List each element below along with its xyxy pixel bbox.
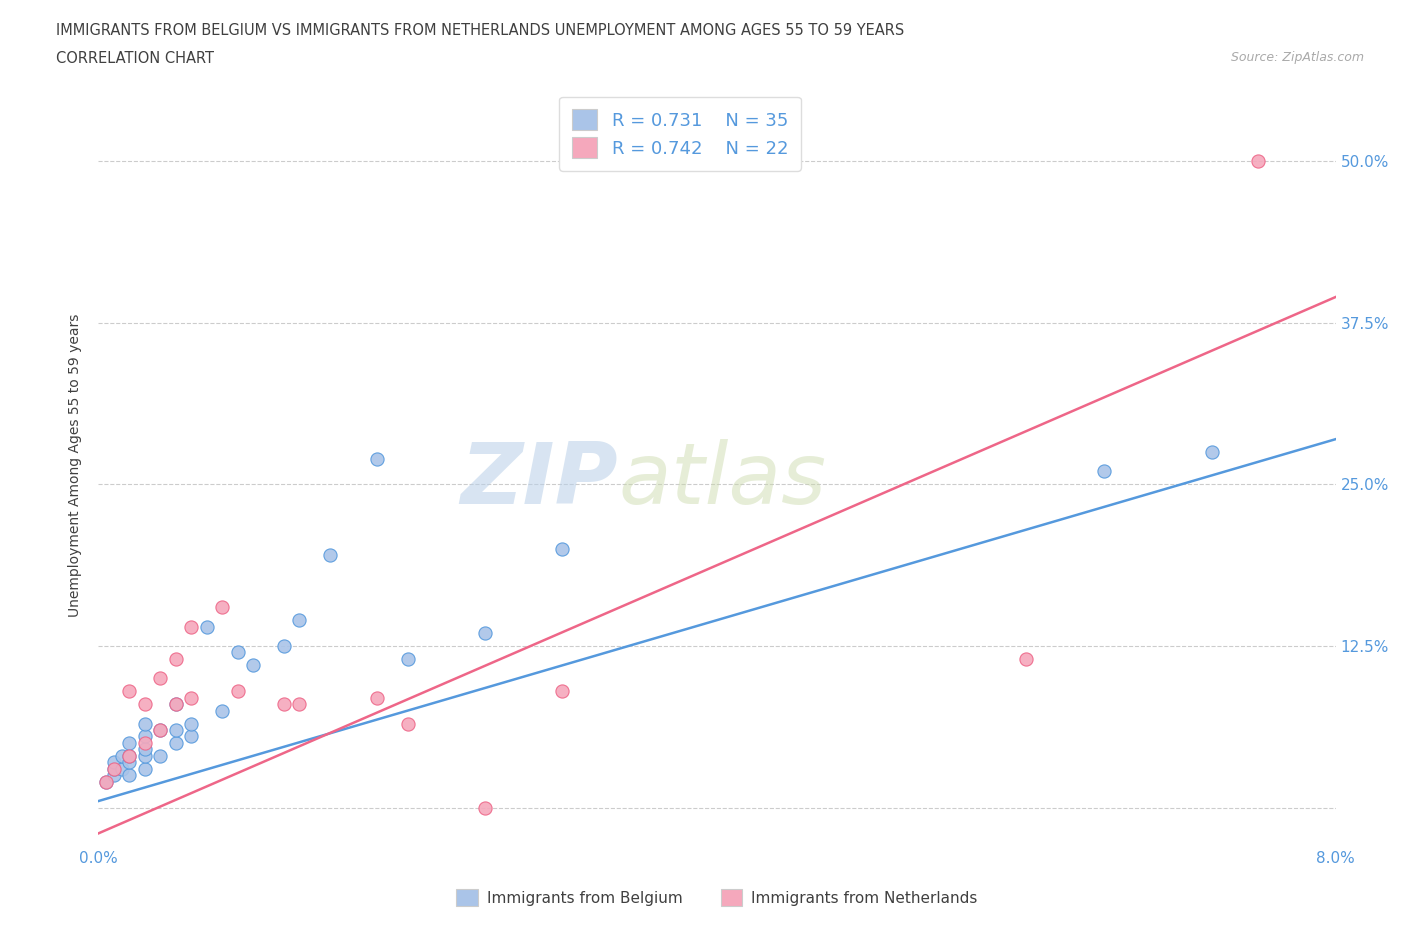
Point (242, 658, 264, 672)
Point (273, 697, 295, 711)
Point (111, 762, 132, 777)
Point (103, 762, 125, 777)
Point (180, 619, 202, 634)
Point (96, 775, 118, 790)
Point (134, 716, 156, 731)
Text: CORRELATION CHART: CORRELATION CHART (56, 51, 214, 66)
Point (180, 729, 202, 744)
Point (118, 749, 141, 764)
Point (211, 600, 233, 615)
Legend: Immigrants from Belgium, Immigrants from Netherlands: Immigrants from Belgium, Immigrants from… (450, 883, 984, 912)
Point (165, 651, 187, 666)
Point (226, 645, 249, 660)
Point (226, 684, 249, 698)
Point (134, 742, 156, 757)
Point (1201, 445, 1223, 459)
Point (474, 626, 496, 641)
Text: atlas: atlas (619, 439, 827, 522)
Point (288, 697, 311, 711)
Point (165, 697, 187, 711)
Point (1247, 153, 1270, 168)
Point (103, 755, 125, 770)
Point (366, 451, 388, 466)
Point (165, 736, 187, 751)
Point (118, 684, 141, 698)
Point (396, 651, 419, 666)
Legend: R = 0.731    N = 35, R = 0.742    N = 22: R = 0.731 N = 35, R = 0.742 N = 22 (560, 97, 800, 171)
Point (180, 690, 202, 705)
Point (551, 541, 574, 556)
Point (134, 762, 156, 777)
Y-axis label: Unemployment Among Ages 55 to 59 years: Unemployment Among Ages 55 to 59 years (67, 313, 82, 617)
Point (319, 548, 342, 563)
Point (211, 703, 233, 718)
Point (118, 755, 141, 770)
Point (149, 723, 172, 737)
Point (396, 716, 419, 731)
Text: Source: ZipAtlas.com: Source: ZipAtlas.com (1230, 51, 1364, 64)
Point (134, 736, 156, 751)
Point (180, 716, 202, 731)
Point (118, 749, 141, 764)
Point (149, 671, 172, 685)
Point (118, 736, 141, 751)
Point (134, 729, 156, 744)
Point (103, 762, 125, 777)
Point (103, 768, 125, 783)
Point (111, 749, 132, 764)
Point (165, 723, 187, 737)
Point (195, 619, 218, 634)
Point (149, 723, 172, 737)
Point (165, 697, 187, 711)
Point (134, 749, 156, 764)
Point (474, 800, 496, 815)
Point (273, 639, 295, 654)
Point (288, 613, 311, 628)
Point (96, 775, 118, 790)
Point (149, 749, 172, 764)
Point (551, 684, 574, 698)
Point (366, 690, 388, 705)
Point (118, 768, 141, 783)
Text: IMMIGRANTS FROM BELGIUM VS IMMIGRANTS FROM NETHERLANDS UNEMPLOYMENT AMONG AGES 5: IMMIGRANTS FROM BELGIUM VS IMMIGRANTS FR… (56, 23, 904, 38)
Point (1015, 651, 1038, 666)
Point (134, 697, 156, 711)
Text: ZIP: ZIP (460, 439, 619, 522)
Point (1092, 464, 1115, 479)
